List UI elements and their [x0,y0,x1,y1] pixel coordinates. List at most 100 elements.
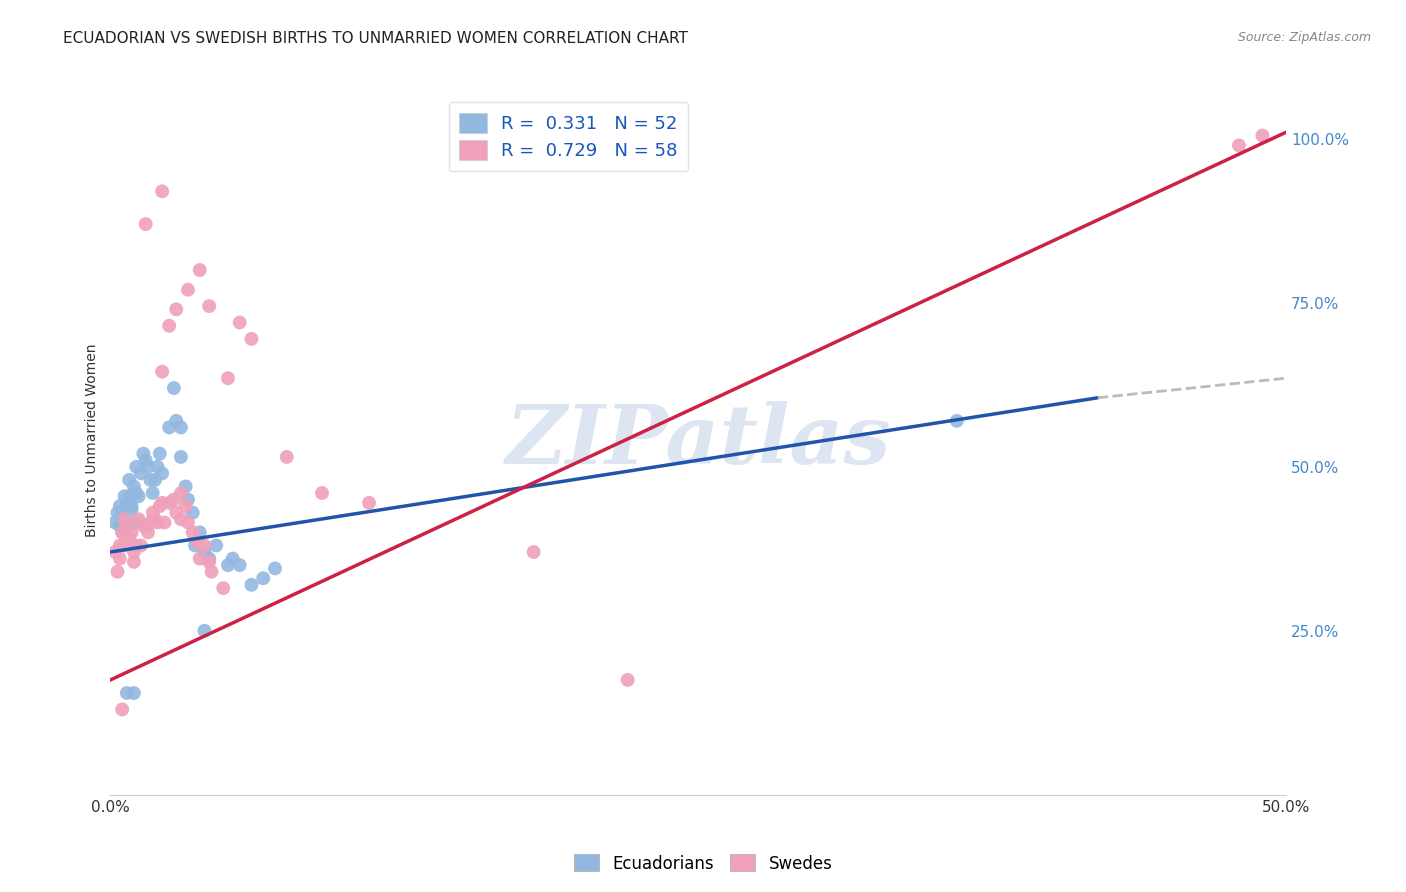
Point [240,332,263,346]
Point [198,555,221,569]
Point [118,489,141,503]
Point [170,486,193,500]
Text: ECUADORIAN VS SWEDISH BIRTHS TO UNMARRIED WOMEN CORRELATION CHART: ECUADORIAN VS SWEDISH BIRTHS TO UNMARRIE… [63,31,688,46]
Point [107,565,129,579]
Legend: R =  0.331   N = 52, R =  0.729   N = 58: R = 0.331 N = 52, R = 0.729 N = 58 [449,103,688,171]
Point [122,555,145,569]
Point [205,539,228,553]
Point [125,459,148,474]
Point [115,518,138,533]
Point [200,565,222,579]
Point [149,447,172,461]
Text: Source: ZipAtlas.com: Source: ZipAtlas.com [1237,31,1371,45]
Point [143,512,166,526]
Point [264,561,287,575]
Point [177,516,200,530]
Point [114,512,136,526]
Point [177,283,200,297]
Point [150,184,173,198]
Point [111,525,134,540]
Point [186,535,208,549]
Point [252,571,274,585]
Point [146,459,169,474]
Text: ZIPatlas: ZIPatlas [505,401,891,481]
Point [177,492,200,507]
Point [157,420,180,434]
Point [135,217,157,231]
Point [153,516,176,530]
Point [111,525,134,540]
Point [184,539,207,553]
Point [108,499,131,513]
Point [122,516,145,530]
Point [228,316,250,330]
Point [193,539,215,553]
Point [108,518,131,533]
Y-axis label: Births to Unmarried Women: Births to Unmarried Women [86,343,100,537]
Point [946,414,969,428]
Point [149,499,172,513]
Point [132,518,155,533]
Point [139,516,162,530]
Point [125,486,148,500]
Point [122,686,145,700]
Point [142,486,165,500]
Point [114,516,136,530]
Point [212,581,235,595]
Point [104,545,127,559]
Point [108,539,131,553]
Point [163,381,186,395]
Point [121,525,143,540]
Point [122,545,145,559]
Point [217,371,239,385]
Point [142,506,165,520]
Point [122,479,145,493]
Point [150,365,173,379]
Point [193,545,215,559]
Point [157,496,180,510]
Point [276,450,298,464]
Point [150,467,173,481]
Point [115,686,138,700]
Point [139,473,162,487]
Point [157,318,180,333]
Point [129,539,152,553]
Point [163,492,186,507]
Point [240,578,263,592]
Point [121,502,143,516]
Point [188,525,211,540]
Point [115,518,138,533]
Point [136,525,159,540]
Point [188,263,211,277]
Point [174,499,197,513]
Point [165,414,187,428]
Point [107,506,129,520]
Point [193,624,215,638]
Point [104,516,127,530]
Point [165,506,187,520]
Point [170,512,193,526]
Point [143,473,166,487]
Point [111,702,134,716]
Point [114,489,136,503]
Point [1227,138,1250,153]
Point [165,302,187,317]
Point [198,551,221,566]
Point [221,551,243,566]
Point [228,558,250,573]
Point [181,506,204,520]
Point [128,512,150,526]
Point [135,518,157,533]
Point [118,473,141,487]
Point [146,516,169,530]
Point [181,525,204,540]
Point [170,450,193,464]
Point [128,489,150,503]
Point [188,551,211,566]
Point [129,467,152,481]
Point [170,420,193,434]
Point [523,545,546,559]
Point [111,506,134,520]
Point [114,539,136,553]
Point [357,496,380,510]
